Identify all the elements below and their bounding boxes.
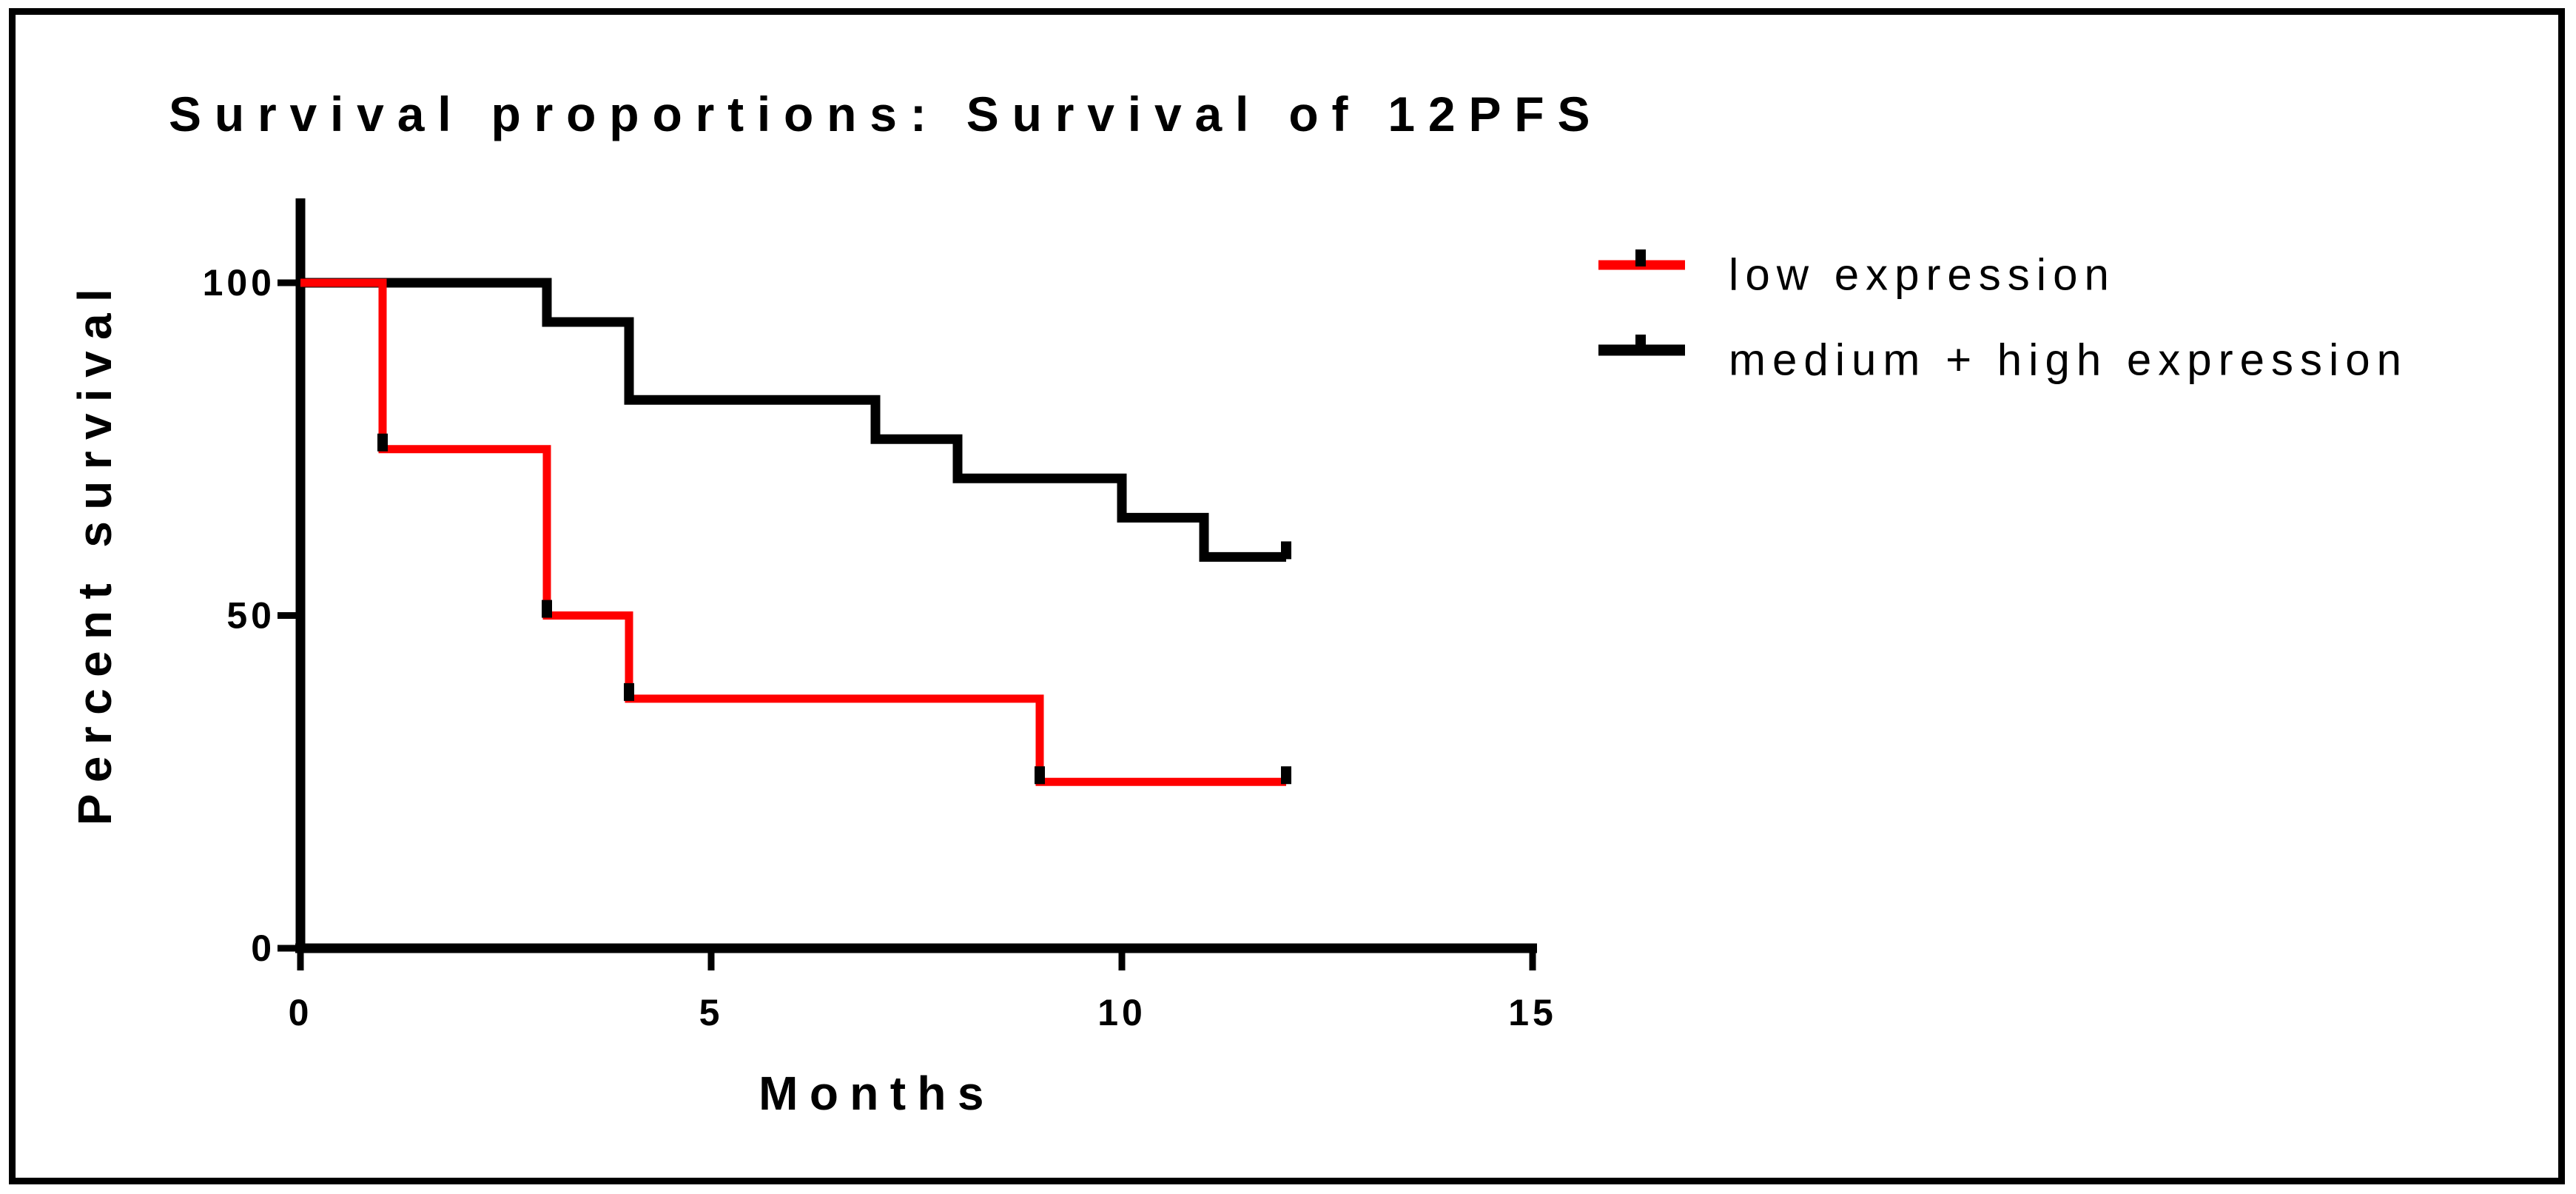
legend-censor-tick xyxy=(1635,335,1646,352)
legend-item-label: low expression xyxy=(1729,250,2116,300)
axes: 0 5 10 15 0 50 100 xyxy=(203,198,1557,1033)
censor-tick xyxy=(1281,766,1291,785)
outer-border xyxy=(9,8,2565,1184)
legend-item: low expression xyxy=(1598,249,2116,300)
censor-tick xyxy=(624,682,634,701)
y-tick-label: 0 xyxy=(251,928,275,969)
x-tick-label: 0 xyxy=(289,992,313,1033)
series-medium-high-expression xyxy=(300,278,1286,562)
x-axis-label: Months xyxy=(759,1067,995,1120)
legend-item: medium + high expression xyxy=(1598,335,2408,385)
censor-tick xyxy=(1281,541,1291,560)
censor-tick xyxy=(377,433,388,452)
x-tick-label: 15 xyxy=(1508,992,1557,1033)
series-low-expression xyxy=(300,278,1286,786)
censor-tick xyxy=(542,600,552,618)
legend: low expression medium + high expression xyxy=(1598,249,2408,385)
legend-censor-tick xyxy=(1635,249,1646,266)
censor-tick xyxy=(1035,766,1045,785)
chart-title: Survival proportions: Survival of 12PFS xyxy=(169,87,1604,141)
y-tick-label: 50 xyxy=(226,595,275,637)
y-tick-label: 100 xyxy=(203,262,275,303)
x-tick-label: 5 xyxy=(699,992,724,1033)
legend-item-label: medium + high expression xyxy=(1729,335,2408,385)
x-tick-label: 10 xyxy=(1097,992,1146,1033)
